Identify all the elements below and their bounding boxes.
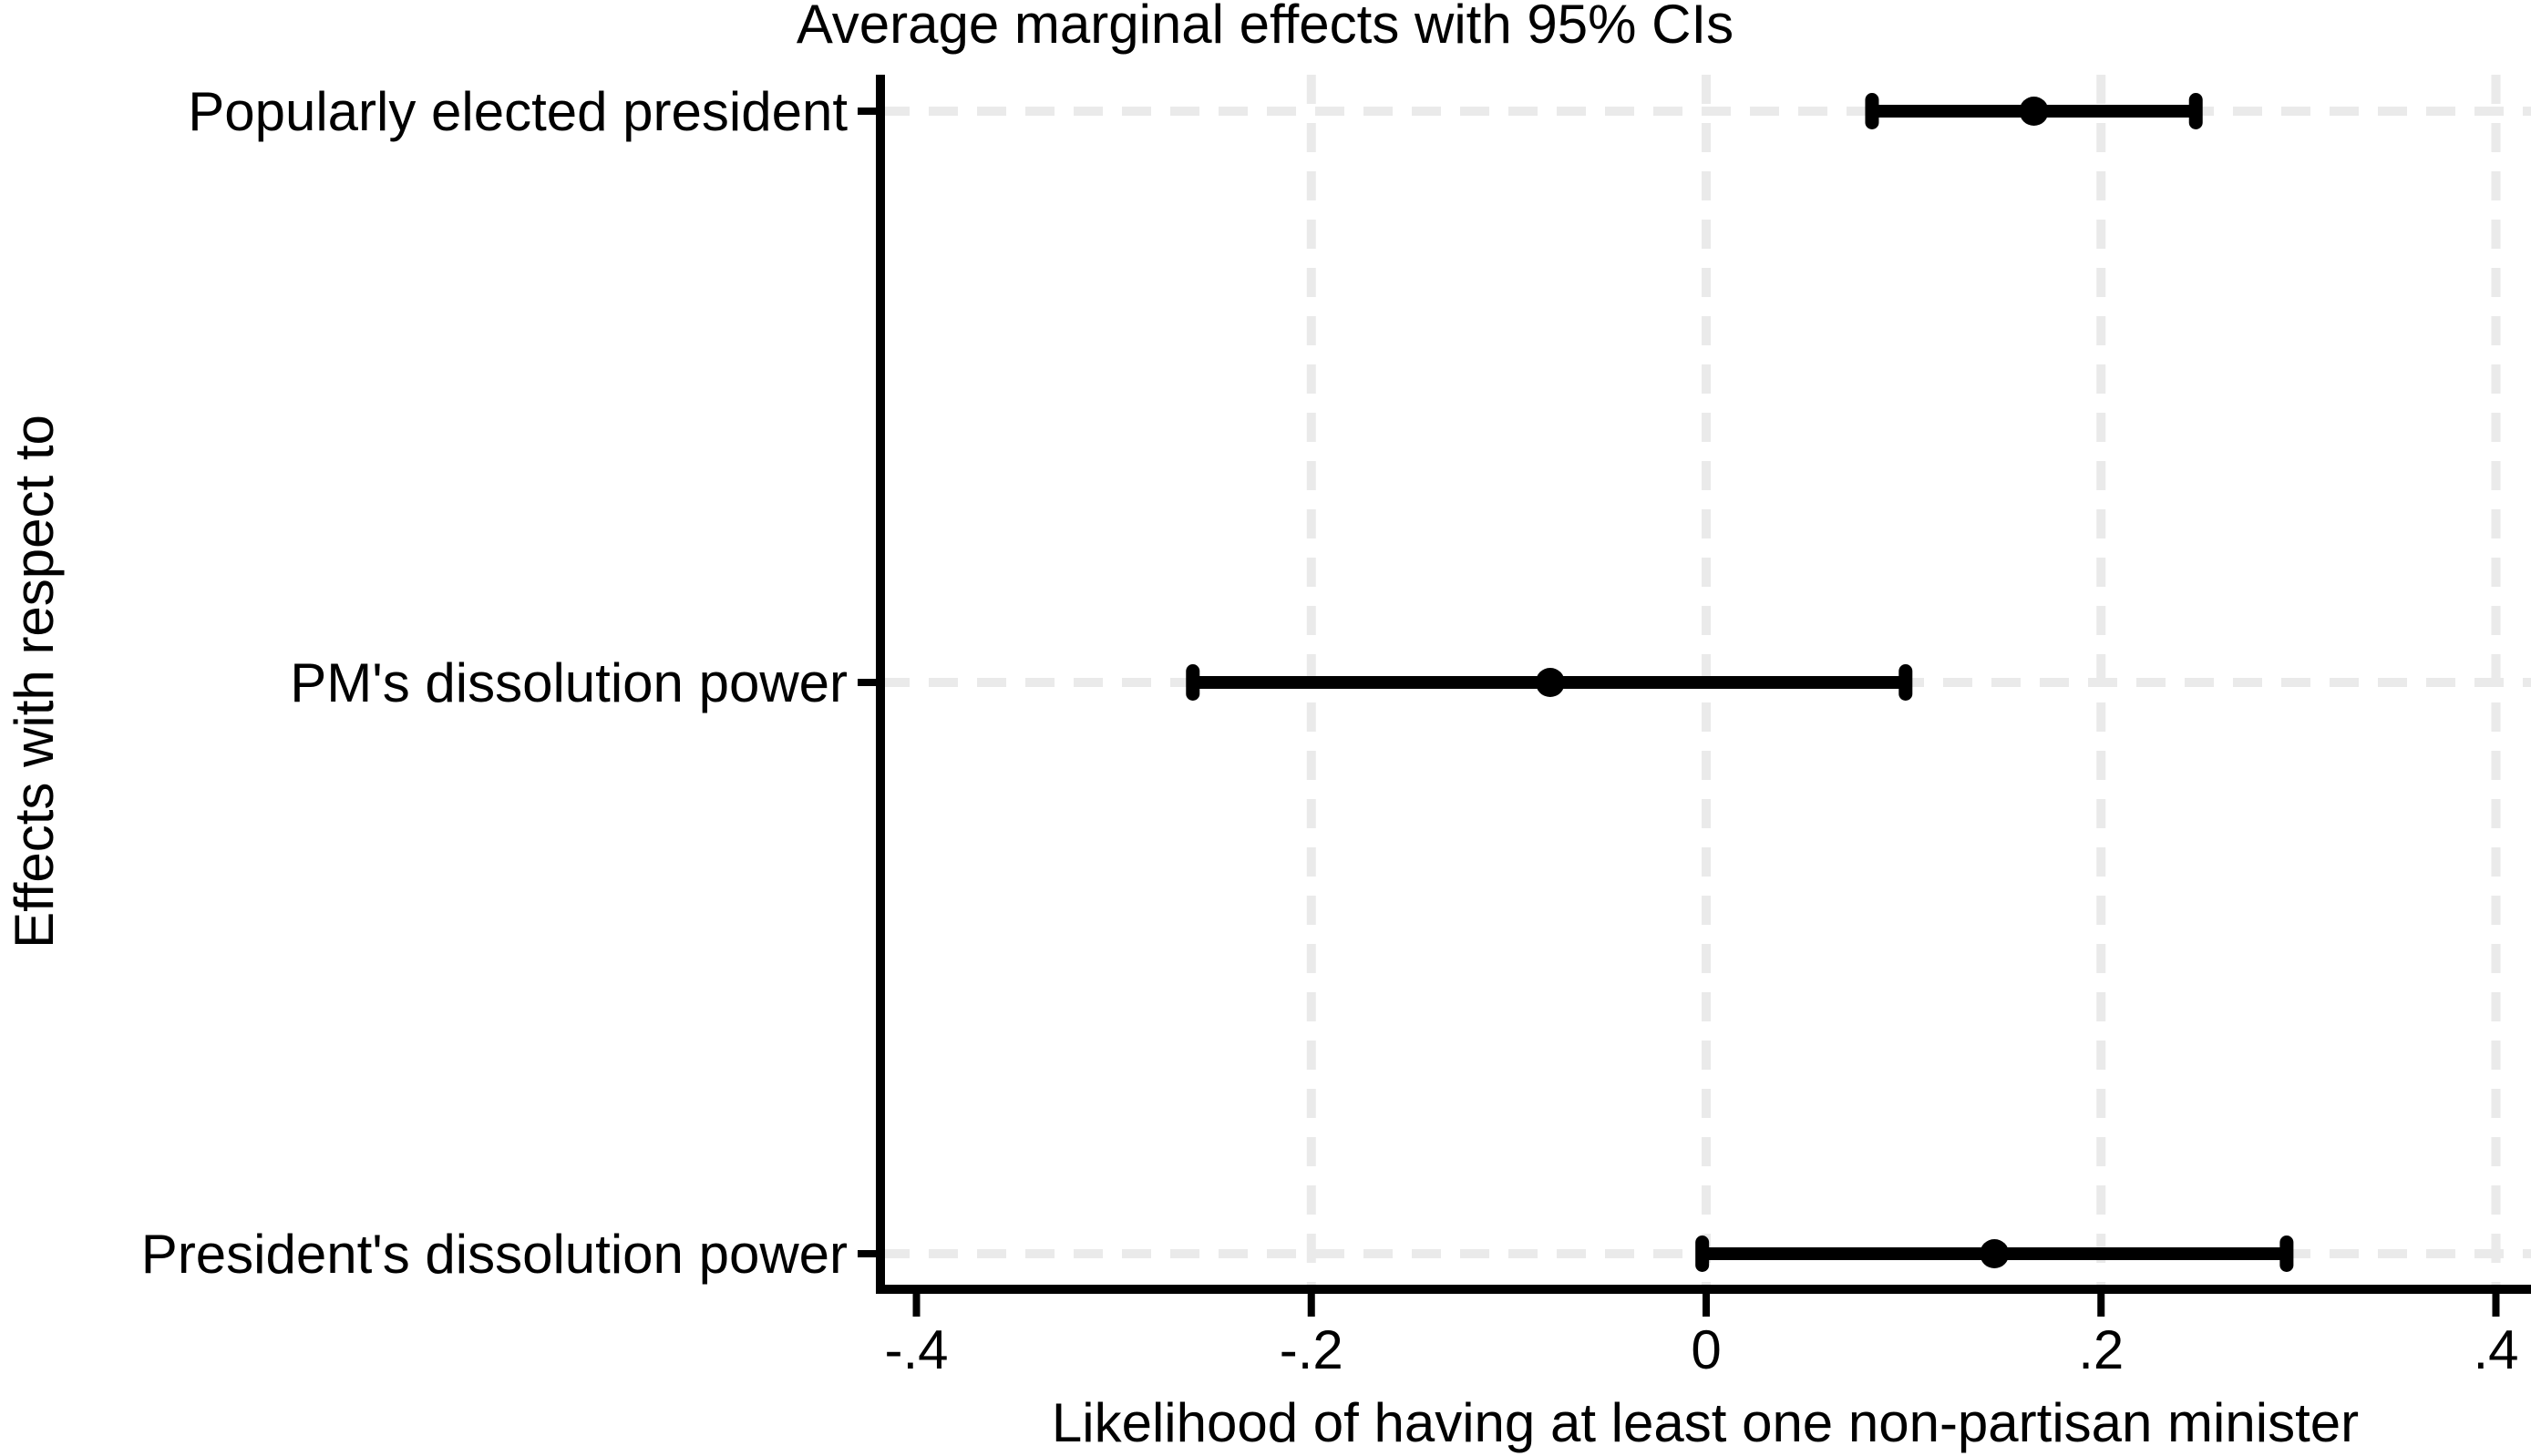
category-label: PM's dissolution power <box>290 652 848 713</box>
ci-bars <box>1186 93 2294 1272</box>
x-tick-label: -.2 <box>1280 1319 1343 1380</box>
tick-labels: -.4 -.2 0 .2 .4 <box>884 1319 2518 1380</box>
x-tick-label: .2 <box>2078 1319 2124 1380</box>
y-axis-label: Effects with respect to <box>4 415 65 948</box>
category-label: Popularly elected president <box>188 81 848 142</box>
point-estimate <box>1980 1239 2010 1268</box>
category-labels: Popularly elected president PM's dissolut… <box>141 81 849 1285</box>
point-estimate <box>2019 97 2049 126</box>
x-tick-label: .4 <box>2473 1319 2518 1380</box>
point-estimate <box>1535 668 1565 697</box>
x-tick-label: 0 <box>1691 1319 1721 1380</box>
x-axis-label: Likelihood of having at least one non-pa… <box>1052 1392 2359 1453</box>
tick-marks <box>858 108 2500 1317</box>
x-tick-label: -.4 <box>884 1319 948 1380</box>
category-label: President's dissolution power <box>141 1224 848 1285</box>
chart-title: Average marginal effects with 95% CIs <box>797 0 1734 55</box>
